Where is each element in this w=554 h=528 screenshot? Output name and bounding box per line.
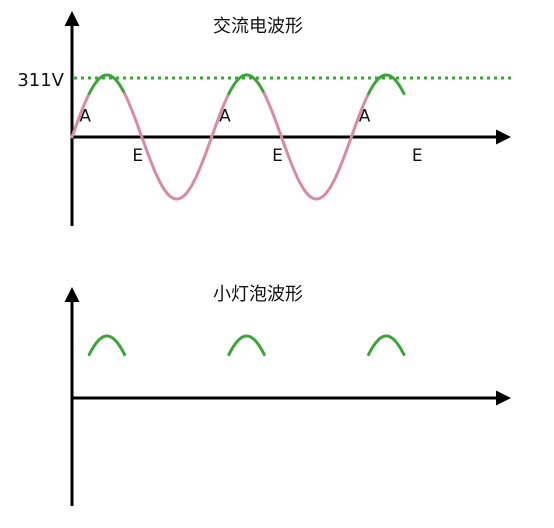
ac-above-threshold-segment (367, 73, 406, 96)
marker-label-on: A (219, 107, 231, 127)
marker-label-off: E (132, 146, 143, 166)
marker-label-on: A (359, 107, 371, 127)
ac-below-threshold-fall (123, 92, 214, 201)
bulb-lit-segment (227, 334, 266, 357)
marker-label-off: E (412, 146, 423, 166)
ac-below-threshold-rise (70, 92, 91, 139)
ac-above-threshold-segment (87, 73, 127, 96)
bulb-lit-segment (87, 334, 127, 357)
bulb-chart-title: 小灯泡波形 (213, 284, 303, 305)
ac-below-threshold-fall (262, 92, 353, 201)
ac-below-threshold-rise (210, 92, 231, 139)
ac-above-threshold-segment (227, 73, 266, 96)
marker-label-off: E (272, 146, 283, 166)
ac-marker-labels: A E A E A E (79, 107, 422, 166)
bulb-lit-segment (367, 334, 406, 357)
ac-below-threshold-rise (349, 92, 371, 139)
ac-chart-title: 交流电波形 (213, 16, 303, 37)
ac-waveform (70, 73, 406, 201)
amplitude-label: 311V (17, 70, 64, 91)
bulb-waveform (87, 334, 406, 357)
marker-label-on: A (79, 107, 91, 127)
